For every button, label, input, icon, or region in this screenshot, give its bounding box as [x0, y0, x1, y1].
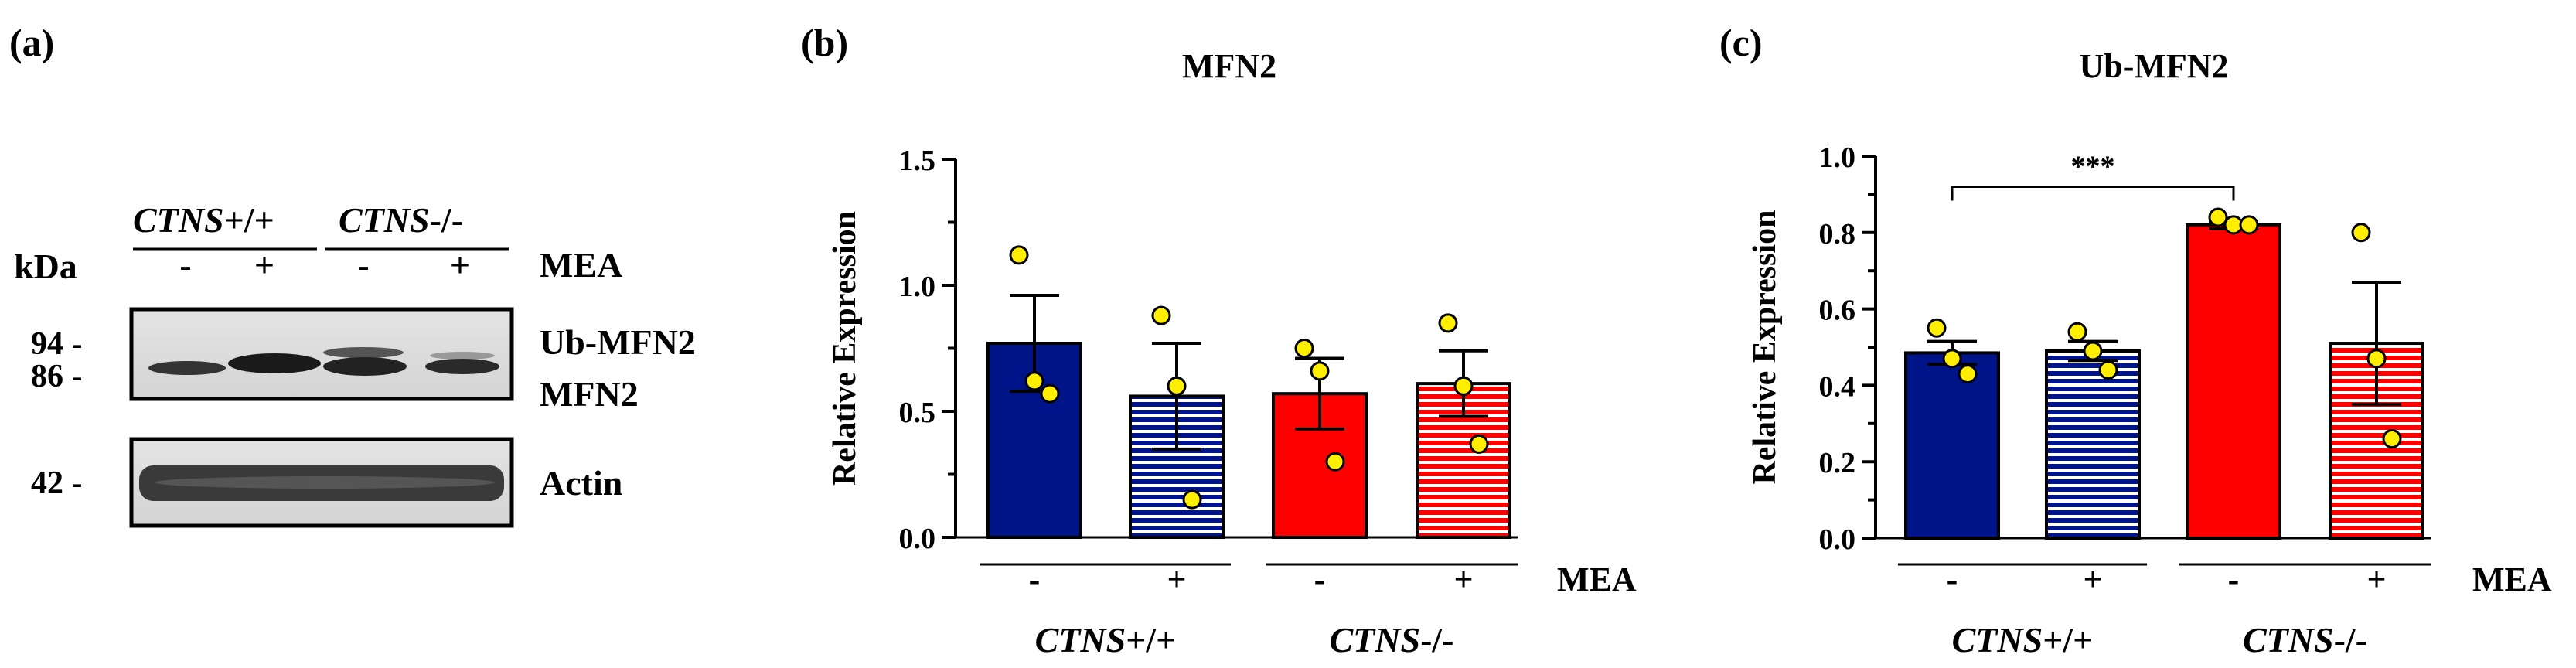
data-point: [1927, 318, 1947, 338]
group-label-genotype: +/+: [1126, 620, 1176, 659]
panel-a: (a) CTNS+/+ CTNS-/- kDa - + - + MEA 94 -…: [9, 21, 696, 528]
group-label-gene: CTNS: [1329, 620, 1420, 659]
treatment-label: MEA: [2472, 561, 2552, 598]
x-category-label: +: [1167, 561, 1186, 598]
significance-label: ***: [2071, 151, 2115, 183]
panel-b-letter: (b): [801, 21, 848, 64]
x-category-label: +: [1453, 561, 1473, 598]
group-label: CTNS-/-: [2243, 620, 2367, 659]
data-point: [1182, 489, 1202, 510]
group-label: CTNS+/+: [1035, 620, 1177, 659]
band-actin-highlight: [155, 476, 495, 489]
data-point: [1958, 364, 1978, 384]
marker-94: 94 -: [31, 326, 83, 362]
data-point: [1040, 383, 1060, 404]
y-tick-label: 0.0: [899, 523, 936, 555]
data-point: [2067, 322, 2087, 342]
x-category-label: -: [1029, 561, 1041, 598]
data-point: [2351, 223, 2371, 243]
group-label-gene: CTNS: [1952, 620, 2043, 659]
y-tick-label: 0.5: [899, 397, 936, 429]
band-mfn2-lane3: [323, 357, 407, 376]
data-point: [1024, 371, 1044, 391]
panel-b: (b) MFN2 Relative Expression 0.0 0.5 1.0 1.5 -…: [801, 21, 1637, 659]
group-label: CTNS-/-: [1329, 620, 1453, 659]
data-point: [2208, 207, 2228, 227]
treatment-label: MEA: [1557, 561, 1637, 598]
marker-42: 42 -: [31, 465, 83, 501]
group-label-genotype: -/-: [1420, 620, 1453, 659]
band-ub-lane3: [323, 347, 404, 358]
data-point: [1942, 349, 1962, 369]
lane-sign-4: +: [450, 245, 470, 285]
x-category-label: -: [1314, 561, 1326, 598]
band-label-actin: Actin: [540, 463, 622, 503]
kda-label: kDa: [14, 247, 77, 286]
group-label-gene: CTNS: [2243, 620, 2334, 659]
panel-c: (c) Ub-MFN2 Relative Expression 0.0 0.2 0.4 0…: [1719, 21, 2552, 659]
data-point: [1469, 434, 1489, 454]
lane-sign-3: -: [357, 245, 369, 285]
band-label-ub-mfn2: Ub-MFN2: [540, 322, 696, 362]
data-point: [1453, 376, 1474, 396]
x-category-label: +: [2083, 561, 2102, 598]
group1-label: CTNS+/+: [133, 200, 274, 240]
data-point: [2382, 429, 2402, 449]
y-axis-label: Relative Expression: [1747, 210, 1783, 484]
data-point: [1009, 245, 1029, 265]
chart-title: Ub-MFN2: [2079, 47, 2228, 85]
data-point: [1167, 376, 1187, 396]
band-mfn2-lane2: [228, 353, 321, 373]
group-label-genotype: +/+: [2043, 620, 2093, 659]
y-axis-label: Relative Expression: [827, 211, 863, 486]
bar: [2045, 349, 2141, 540]
data-point: [1310, 361, 1330, 381]
data-point: [1294, 339, 1314, 358]
marker-86: 86 -: [31, 359, 83, 394]
bar: [2186, 223, 2281, 540]
x-category-label: +: [2366, 561, 2386, 598]
group-label-genotype: -/-: [2334, 620, 2367, 659]
group-label: CTNS+/+: [1952, 620, 2094, 659]
data-point: [1325, 452, 1345, 472]
x-category-label: -: [1947, 561, 1958, 598]
band-label-mfn2: MFN2: [540, 374, 639, 414]
data-point: [2083, 341, 2103, 361]
band-mfn2-lane1: [148, 361, 226, 375]
y-tick-label: 1.0: [899, 271, 936, 303]
band-mfn2-lane4: [425, 359, 499, 374]
y-tick-label: 0.8: [1819, 218, 1856, 250]
data-point: [2239, 215, 2259, 235]
y-tick-label: 1.5: [899, 145, 936, 177]
chart-title: MFN2: [1182, 47, 1276, 85]
band-ub-lane4: [430, 352, 495, 360]
data-point: [2366, 349, 2387, 369]
lane-sign-1: -: [179, 245, 191, 285]
data-point: [1151, 305, 1171, 325]
y-tick-label: 0.6: [1819, 295, 1856, 327]
panel-c-letter: (c): [1719, 21, 1763, 64]
treatment-label-a: MEA: [540, 245, 622, 285]
y-tick-label: 0.4: [1819, 370, 1856, 403]
x-category-label: -: [2228, 561, 2240, 598]
data-point: [2098, 360, 2118, 380]
group2-label: CTNS-/-: [339, 200, 463, 240]
lane-sign-2: +: [254, 245, 274, 285]
group-label-gene: CTNS: [1035, 620, 1126, 659]
y-tick-label: 0.2: [1819, 447, 1856, 479]
y-tick-label: 1.0: [1819, 141, 1856, 174]
significance-bracket: [1951, 186, 2235, 201]
y-tick-label: 0.0: [1819, 523, 1856, 556]
bar: [1904, 351, 2000, 540]
panel-a-letter: (a): [9, 21, 54, 64]
data-point: [1438, 313, 1458, 333]
